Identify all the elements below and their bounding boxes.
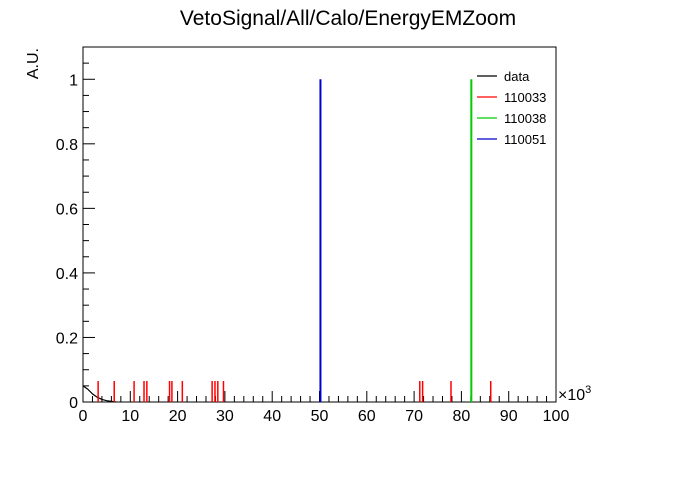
x-tick-label: 40 — [263, 408, 281, 425]
chart-title: VetoSignal/All/Calo/EnergyEMZoom — [180, 7, 516, 30]
x-tick-label: 90 — [500, 408, 518, 425]
legend-label: 110033 — [504, 90, 546, 105]
x-tick-label: 100 — [543, 408, 570, 425]
x-tick-label: 10 — [121, 408, 139, 425]
data-curve — [82, 385, 117, 403]
y-tick-label: 0.8 — [56, 137, 78, 154]
x-tick-label: 50 — [311, 408, 329, 425]
series-layer — [82, 79, 492, 403]
legend-label: 110051 — [504, 132, 546, 147]
x-tick-label: 80 — [453, 408, 471, 425]
x-tick-label: 30 — [216, 408, 234, 425]
x-tick-label: 0 — [79, 408, 88, 425]
y-tick-label: 1 — [69, 72, 78, 89]
x-axis-multiplier: ×103 — [558, 384, 591, 404]
legend-label: data — [504, 69, 530, 84]
x-tick-label: 20 — [169, 408, 187, 425]
x-multiplier-base: ×10 — [558, 387, 585, 404]
y-tick-label: 0.2 — [56, 330, 78, 347]
x-tick-label: 70 — [405, 408, 423, 425]
x-multiplier-exponent: 3 — [585, 384, 591, 396]
y-tick-label: 0.6 — [56, 201, 78, 218]
x-tick-label: 60 — [358, 408, 376, 425]
y-axis-label: A.U. — [25, 48, 42, 79]
legend: data 110033 110038 110051 — [477, 69, 546, 147]
legend-label: 110038 — [504, 111, 546, 126]
y-tick-label: 0.4 — [56, 266, 78, 283]
axes-layer: 0 10 20 30 40 50 60 70 80 90 100 0 0.2 0.4 0.6 0.8 1 — [56, 62, 570, 425]
y-tick-label: 0 — [69, 395, 78, 412]
